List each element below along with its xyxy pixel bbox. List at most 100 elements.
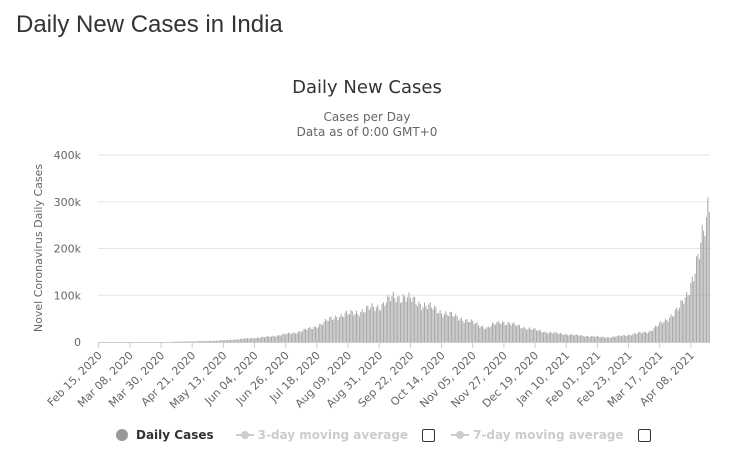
bar — [555, 332, 557, 342]
bar — [263, 337, 265, 342]
bar — [259, 337, 261, 342]
bar — [187, 341, 189, 342]
bar — [242, 338, 244, 342]
bar — [687, 295, 689, 342]
bar — [613, 336, 615, 342]
bar — [368, 309, 370, 342]
bar — [501, 321, 503, 342]
bar — [492, 322, 494, 342]
bar — [646, 333, 648, 342]
bar — [456, 316, 458, 342]
bar — [307, 327, 309, 342]
bar — [666, 319, 668, 342]
bar — [594, 336, 596, 342]
bar — [469, 322, 471, 342]
bar — [636, 333, 638, 342]
bar — [671, 316, 673, 342]
bar — [405, 301, 407, 342]
bar — [625, 336, 627, 342]
bar — [408, 292, 410, 342]
bar — [611, 337, 613, 342]
bar — [283, 333, 285, 342]
bar — [371, 303, 373, 342]
bar — [377, 304, 379, 342]
bar — [654, 325, 656, 342]
legend-label-7day-avg: 7-day moving average — [473, 428, 624, 442]
legend-item-daily-cases[interactable]: Daily Cases — [116, 428, 214, 442]
bar — [606, 337, 608, 342]
bar — [506, 324, 508, 342]
bar — [347, 314, 349, 342]
bar — [350, 309, 352, 342]
bar — [656, 326, 658, 342]
bar — [222, 340, 224, 342]
bar — [629, 334, 631, 342]
bar — [527, 328, 529, 342]
bar — [628, 334, 630, 342]
bar — [442, 317, 444, 342]
bar — [305, 329, 307, 342]
bar — [382, 302, 384, 342]
bar — [486, 327, 488, 342]
bar — [453, 316, 455, 342]
bar — [316, 328, 318, 342]
bar — [554, 332, 556, 342]
bar — [354, 313, 356, 342]
bar — [571, 334, 573, 342]
bar — [521, 328, 523, 342]
bar — [674, 309, 676, 342]
bar — [391, 296, 393, 342]
bar — [518, 324, 520, 342]
legend-label-3day-avg: 3-day moving average — [257, 428, 409, 442]
bar — [346, 310, 348, 342]
bar — [245, 338, 247, 342]
bar — [384, 306, 386, 342]
legend-line-marker-icon — [235, 429, 254, 441]
bar — [680, 300, 682, 342]
bar — [215, 340, 217, 342]
bar — [411, 301, 413, 342]
bar — [493, 323, 495, 342]
legend-item-7day-avg[interactable]: 7-day moving average — [451, 428, 624, 442]
bar — [578, 335, 580, 342]
bar — [483, 328, 485, 342]
y-tick-label: 0 — [74, 336, 81, 349]
bar — [564, 334, 566, 342]
checkbox-3day-avg[interactable] — [422, 428, 436, 442]
bar — [670, 314, 672, 342]
bar — [605, 337, 607, 342]
bar — [497, 320, 499, 342]
bar — [358, 316, 360, 342]
bar — [256, 337, 258, 342]
bar — [234, 339, 236, 342]
chart-title: Daily New Cases — [292, 77, 442, 98]
bar — [235, 339, 237, 342]
checkbox-7day-avg[interactable] — [637, 428, 651, 442]
bar — [343, 317, 345, 342]
y-axis-label: Novel Coronavirus Daily Cases — [32, 164, 45, 332]
bar — [392, 291, 394, 342]
legend-item-3day-avg[interactable]: 3-day moving average — [235, 428, 409, 442]
bar — [660, 321, 662, 342]
bar — [220, 340, 222, 342]
bar — [585, 336, 587, 342]
bar — [466, 318, 468, 342]
bar — [432, 309, 434, 342]
bar — [560, 332, 562, 342]
bar — [254, 338, 256, 342]
bar — [326, 320, 328, 342]
bar — [407, 297, 409, 342]
bar — [436, 313, 438, 342]
y-tick-label: 300k — [54, 196, 82, 209]
bar — [538, 329, 540, 342]
bar — [691, 276, 693, 342]
bar — [402, 294, 404, 342]
bar — [601, 336, 603, 342]
bar — [537, 330, 539, 342]
bar — [275, 336, 277, 342]
bar — [265, 336, 267, 342]
bar — [197, 341, 199, 342]
bar — [618, 335, 620, 342]
bar — [337, 320, 339, 342]
